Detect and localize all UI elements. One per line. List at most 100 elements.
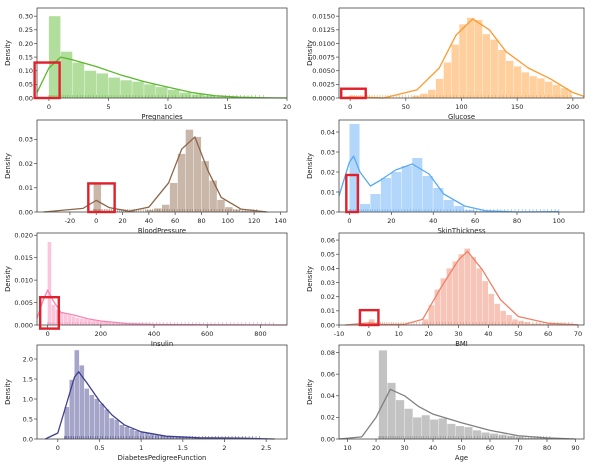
x-tick-label: 70 [574, 330, 582, 338]
histogram-bar [405, 409, 413, 439]
x-tick-label: 200 [567, 103, 579, 111]
x-tick-label: 30 [400, 444, 408, 452]
histogram-bar [100, 404, 105, 439]
histogram-bar [423, 176, 433, 212]
histogram-bar [379, 350, 387, 439]
x-tick-label: 70 [514, 444, 522, 452]
x-axis-label: Insulin [151, 340, 173, 348]
y-tick-label: 0.03 [321, 279, 335, 287]
x-tick-label: 60 [171, 217, 179, 225]
x-tick-label: 80 [197, 217, 205, 225]
histogram-bar [454, 206, 464, 212]
y-tick-label: 0.05 [321, 251, 335, 259]
x-tick-label: 1 [139, 444, 143, 452]
histogram-bar [73, 63, 85, 98]
y-tick-label: 0.5 [23, 415, 33, 423]
histogram-bar [423, 319, 429, 325]
histogram-bar [90, 395, 95, 439]
histogram-bar [381, 178, 391, 212]
y-tick-label: 0.04 [321, 265, 335, 273]
y-tick-label: 0.01 [321, 188, 335, 196]
histogram-bar [48, 242, 52, 325]
x-tick-label: 800 [254, 330, 266, 338]
x-tick-label: 0 [347, 217, 351, 225]
y-tick-label: 0.01 [19, 184, 33, 192]
y-tick-label: 1.0 [23, 395, 33, 403]
y-tick-label: 0.00 [19, 94, 33, 102]
x-tick-label: 20 [424, 330, 432, 338]
x-tick-label: 15 [223, 103, 231, 111]
y-tick-label: 0.06 [321, 236, 335, 244]
histogram-bar [130, 429, 135, 439]
y-tick-label: 0.01 [321, 307, 335, 315]
histogram-bar [470, 257, 476, 325]
histogram-bar [537, 78, 544, 98]
x-axis-label: SkinThickness [437, 227, 485, 235]
x-tick-label: 50 [402, 103, 410, 111]
histogram-bar [170, 183, 177, 212]
axes-frame [339, 345, 584, 439]
y-tick-label: 0.00 [19, 208, 33, 216]
histogram-bar [444, 200, 454, 212]
y-tick-label: 0.00 [321, 208, 335, 216]
histogram-bar [192, 94, 204, 98]
x-tick-label: 100 [553, 217, 565, 225]
y-tick-label: 0.0150 [312, 12, 335, 20]
y-tick-label: 0.02 [321, 414, 335, 422]
y-tick-label: 2.0 [23, 355, 33, 363]
x-tick-label: 60 [471, 217, 479, 225]
x-tick-label: 0 [367, 330, 371, 338]
histogram-bar [498, 50, 505, 98]
histogram-bar [464, 249, 470, 325]
x-axis-label: BMI [455, 340, 468, 348]
histogram-bar [422, 415, 430, 439]
y-tick-label: 0.04 [321, 128, 335, 136]
histogram-bar [500, 311, 506, 325]
x-tick-label: 10 [164, 103, 172, 111]
y-tick-label: 0.010 [14, 276, 33, 284]
y-tick-label: 0.00 [321, 321, 335, 329]
x-tick-label: 30 [454, 330, 462, 338]
y-tick-label: 1.5 [23, 375, 33, 383]
histogram-bar [391, 172, 401, 212]
y-tick-label: 0.20 [19, 40, 33, 48]
x-tick-label: 100 [455, 103, 467, 111]
histogram-bar [105, 409, 110, 439]
y-tick-label: 0.30 [19, 12, 33, 20]
y-axis-label: Density [4, 153, 12, 179]
x-tick-label: 0 [56, 444, 60, 452]
histogram-bar [490, 40, 497, 98]
histogram-bar [459, 254, 465, 325]
kde-curve [44, 137, 268, 212]
x-tick-label: 100 [222, 217, 234, 225]
histogram-bar [428, 90, 435, 98]
y-tick-label: 0.06 [321, 370, 335, 378]
histogram-bar [100, 321, 104, 325]
histogram-bar [80, 319, 84, 325]
histogram-bar [85, 389, 90, 439]
histogram-bar [110, 418, 115, 439]
histogram-bar [68, 315, 72, 325]
y-tick-label: 0.02 [321, 168, 335, 176]
x-tick-label: 2 [222, 444, 226, 452]
histogram-bar [430, 420, 438, 439]
histogram-bar [476, 268, 482, 325]
histogram-bar [514, 66, 521, 98]
histogram-bar [76, 318, 80, 325]
x-tick-label: 80 [513, 217, 521, 225]
y-tick-label: 0.0050 [312, 67, 335, 75]
histogram-bar [402, 166, 412, 212]
histogram-bar [96, 321, 100, 325]
y-tick-label: 0.0075 [312, 53, 335, 61]
x-tick-label: 400 [148, 330, 160, 338]
y-tick-label: 0.015 [14, 254, 33, 262]
y-axis-label: Density [306, 266, 314, 292]
histogram-bar [150, 434, 155, 439]
x-tick-label: 20 [387, 217, 395, 225]
x-tick-label: 40 [429, 444, 437, 452]
